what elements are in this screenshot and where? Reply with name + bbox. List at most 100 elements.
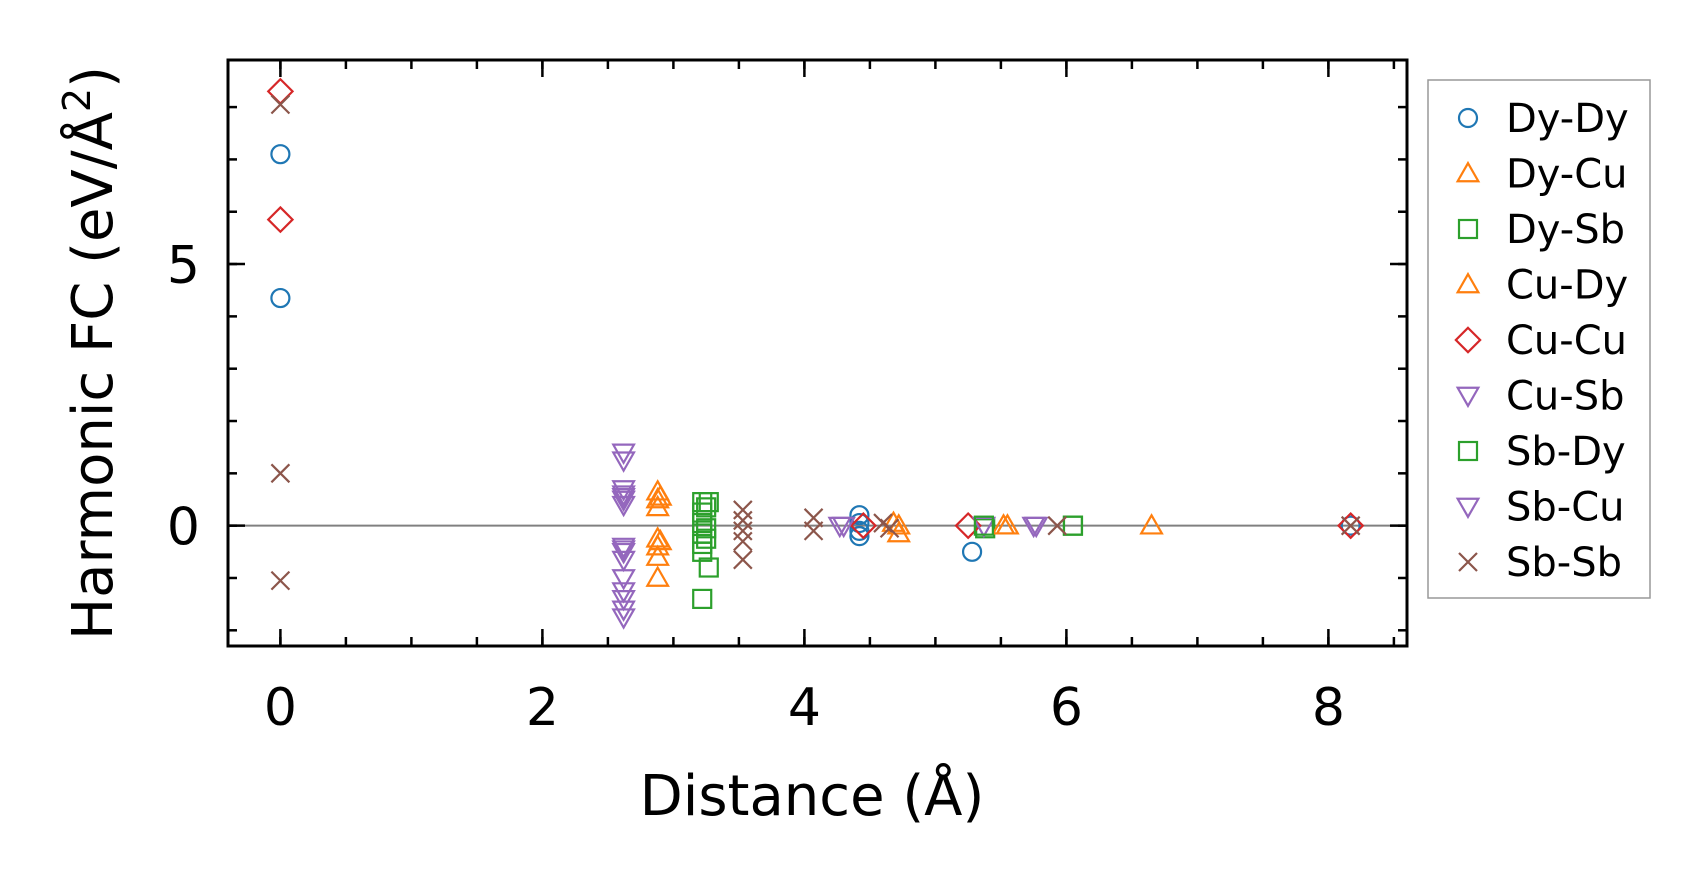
legend-label-cu-sb: Cu-Sb: [1506, 374, 1625, 420]
point-dy-dy-7: [1340, 515, 1361, 536]
point-sb-cu-3: [1021, 516, 1046, 539]
legend-marker-cu-cu: [1454, 326, 1482, 354]
legend-marker-cu-dy: [1455, 271, 1481, 294]
legend-marker-dy-cu: [1455, 160, 1481, 183]
point-sb-sb-2: [270, 570, 291, 591]
legend-marker-cu-sb: [1455, 386, 1481, 409]
point-sb-sb-12: [1047, 515, 1068, 536]
legend-marker-sb-sb: [1458, 552, 1478, 572]
y-tick-label: 5: [167, 236, 200, 296]
legend-label-dy-sb: Dy-Sb: [1506, 207, 1625, 253]
ticks: [228, 60, 1407, 646]
point-dy-dy-4: [849, 520, 870, 541]
point-dy-sb-1: [692, 502, 713, 523]
x-tick-label: 0: [264, 678, 297, 738]
point-sb-dy-4: [1062, 515, 1084, 536]
point-dy-sb-7: [698, 492, 719, 513]
legend-marker-dy-sb: [1457, 218, 1479, 240]
point-cu-sb-9: [611, 569, 636, 591]
legend-label-dy-cu: Dy-Cu: [1506, 152, 1627, 198]
legend-label-sb-sb: Sb-Sb: [1506, 540, 1622, 586]
point-dy-sb-8: [698, 557, 719, 578]
point-cu-cu-4: [1336, 511, 1365, 540]
series-dy-dy: [270, 144, 1361, 562]
x-tick-label: 2: [526, 678, 559, 738]
point-dy-sb-6: [692, 588, 713, 610]
point-sb-cu-2: [831, 516, 856, 539]
point-sb-sb-1: [270, 463, 291, 484]
y-axis-label-main: Harmonic FC (eV/Å: [60, 112, 126, 640]
legend-label-sb-cu: Sb-Cu: [1506, 485, 1625, 531]
point-sb-dy-1: [696, 518, 717, 539]
point-cu-sb-7: [611, 542, 636, 565]
legend-marker-dy-dy: [1457, 107, 1479, 129]
plot-area: 0 2 4 6 8 0 5: [167, 58, 1409, 738]
x-tick-label: 8: [1312, 678, 1345, 738]
point-dy-cu-6: [645, 565, 670, 587]
point-cu-sb-12: [611, 600, 636, 622]
point-cu-cu-1: [266, 205, 295, 234]
point-cu-sb-8: [611, 550, 636, 573]
point-dy-dy-5: [849, 526, 870, 547]
y-axis-label-superscript: 2: [55, 88, 99, 112]
plot-frame: [226, 58, 1409, 648]
point-sb-dy-3: [973, 515, 994, 536]
x-tick-label: 6: [1050, 678, 1083, 738]
point-cu-dy-3: [991, 513, 1016, 535]
point-dy-sb-0: [692, 492, 713, 513]
point-cu-dy-0: [648, 484, 673, 506]
x-axis-label: Distance (Å): [640, 763, 985, 829]
point-cu-cu-0: [266, 77, 295, 106]
point-dy-sb-5: [692, 541, 713, 562]
point-sb-sb-9: [803, 521, 824, 541]
series-sb-cu: [611, 488, 1046, 562]
series-cu-sb: [611, 443, 1049, 630]
legend-marker-sb-cu: [1455, 497, 1481, 520]
point-cu-sb-2: [611, 480, 636, 502]
legend-label-cu-dy: Cu-Dy: [1506, 263, 1628, 309]
point-dy-dy-6: [961, 541, 983, 562]
point-cu-sb-10: [611, 582, 636, 604]
point-cu-sb-13: [611, 608, 636, 630]
y-axis-label-close: ): [61, 66, 126, 88]
point-cu-sb-5: [611, 495, 636, 518]
point-sb-sb-11: [879, 518, 900, 539]
series-dy-cu: [645, 479, 1164, 587]
point-dy-dy-0: [270, 144, 291, 165]
point-dy-dy-2: [849, 505, 870, 526]
point-sb-dy-0: [696, 497, 717, 518]
series-sb-dy: [696, 497, 1084, 549]
point-sb-sb-4: [733, 510, 753, 531]
point-cu-sb-6: [611, 537, 636, 560]
point-dy-cu-10: [1139, 513, 1164, 535]
point-sb-dy-2: [696, 528, 717, 549]
point-sb-sb-0: [270, 94, 291, 115]
point-dy-sb-2: [692, 512, 713, 534]
point-dy-cu-2: [645, 494, 670, 517]
point-dy-cu-5: [645, 544, 670, 566]
point-cu-sb-1: [611, 451, 636, 473]
point-cu-sb-4: [611, 490, 636, 513]
legend-label-cu-cu: Cu-Cu: [1506, 318, 1627, 364]
point-dy-sb-3: [692, 523, 713, 544]
point-cu-dy-1: [648, 528, 673, 551]
point-sb-cu-1: [611, 540, 636, 562]
point-cu-sb-0: [611, 443, 636, 465]
legend: Dy-Dy Dy-Cu Dy-Sb Cu-Dy Cu-Cu Cu-Sb Sb-Dy Sb-Cu…: [1427, 79, 1651, 599]
point-sb-sb-5: [733, 521, 753, 541]
y-axis-label: Harmonic FC (eV/Å2): [55, 66, 126, 640]
series-sb-sb: [270, 94, 1361, 591]
series-cu-cu: [266, 77, 1365, 540]
y-tick-label: 0: [167, 498, 200, 558]
point-sb-sb-13: [1340, 515, 1361, 536]
x-tick-label: 4: [788, 678, 821, 738]
point-sb-cu-0: [611, 488, 636, 510]
point-cu-sb-3: [611, 485, 636, 507]
point-cu-sb-11: [611, 590, 636, 612]
legend-marker-sb-dy: [1457, 440, 1479, 462]
point-sb-sb-3: [733, 500, 753, 520]
point-cu-sb-15: [971, 516, 997, 539]
point-sb-sb-6: [733, 531, 753, 552]
point-sb-sb-7: [733, 549, 753, 570]
